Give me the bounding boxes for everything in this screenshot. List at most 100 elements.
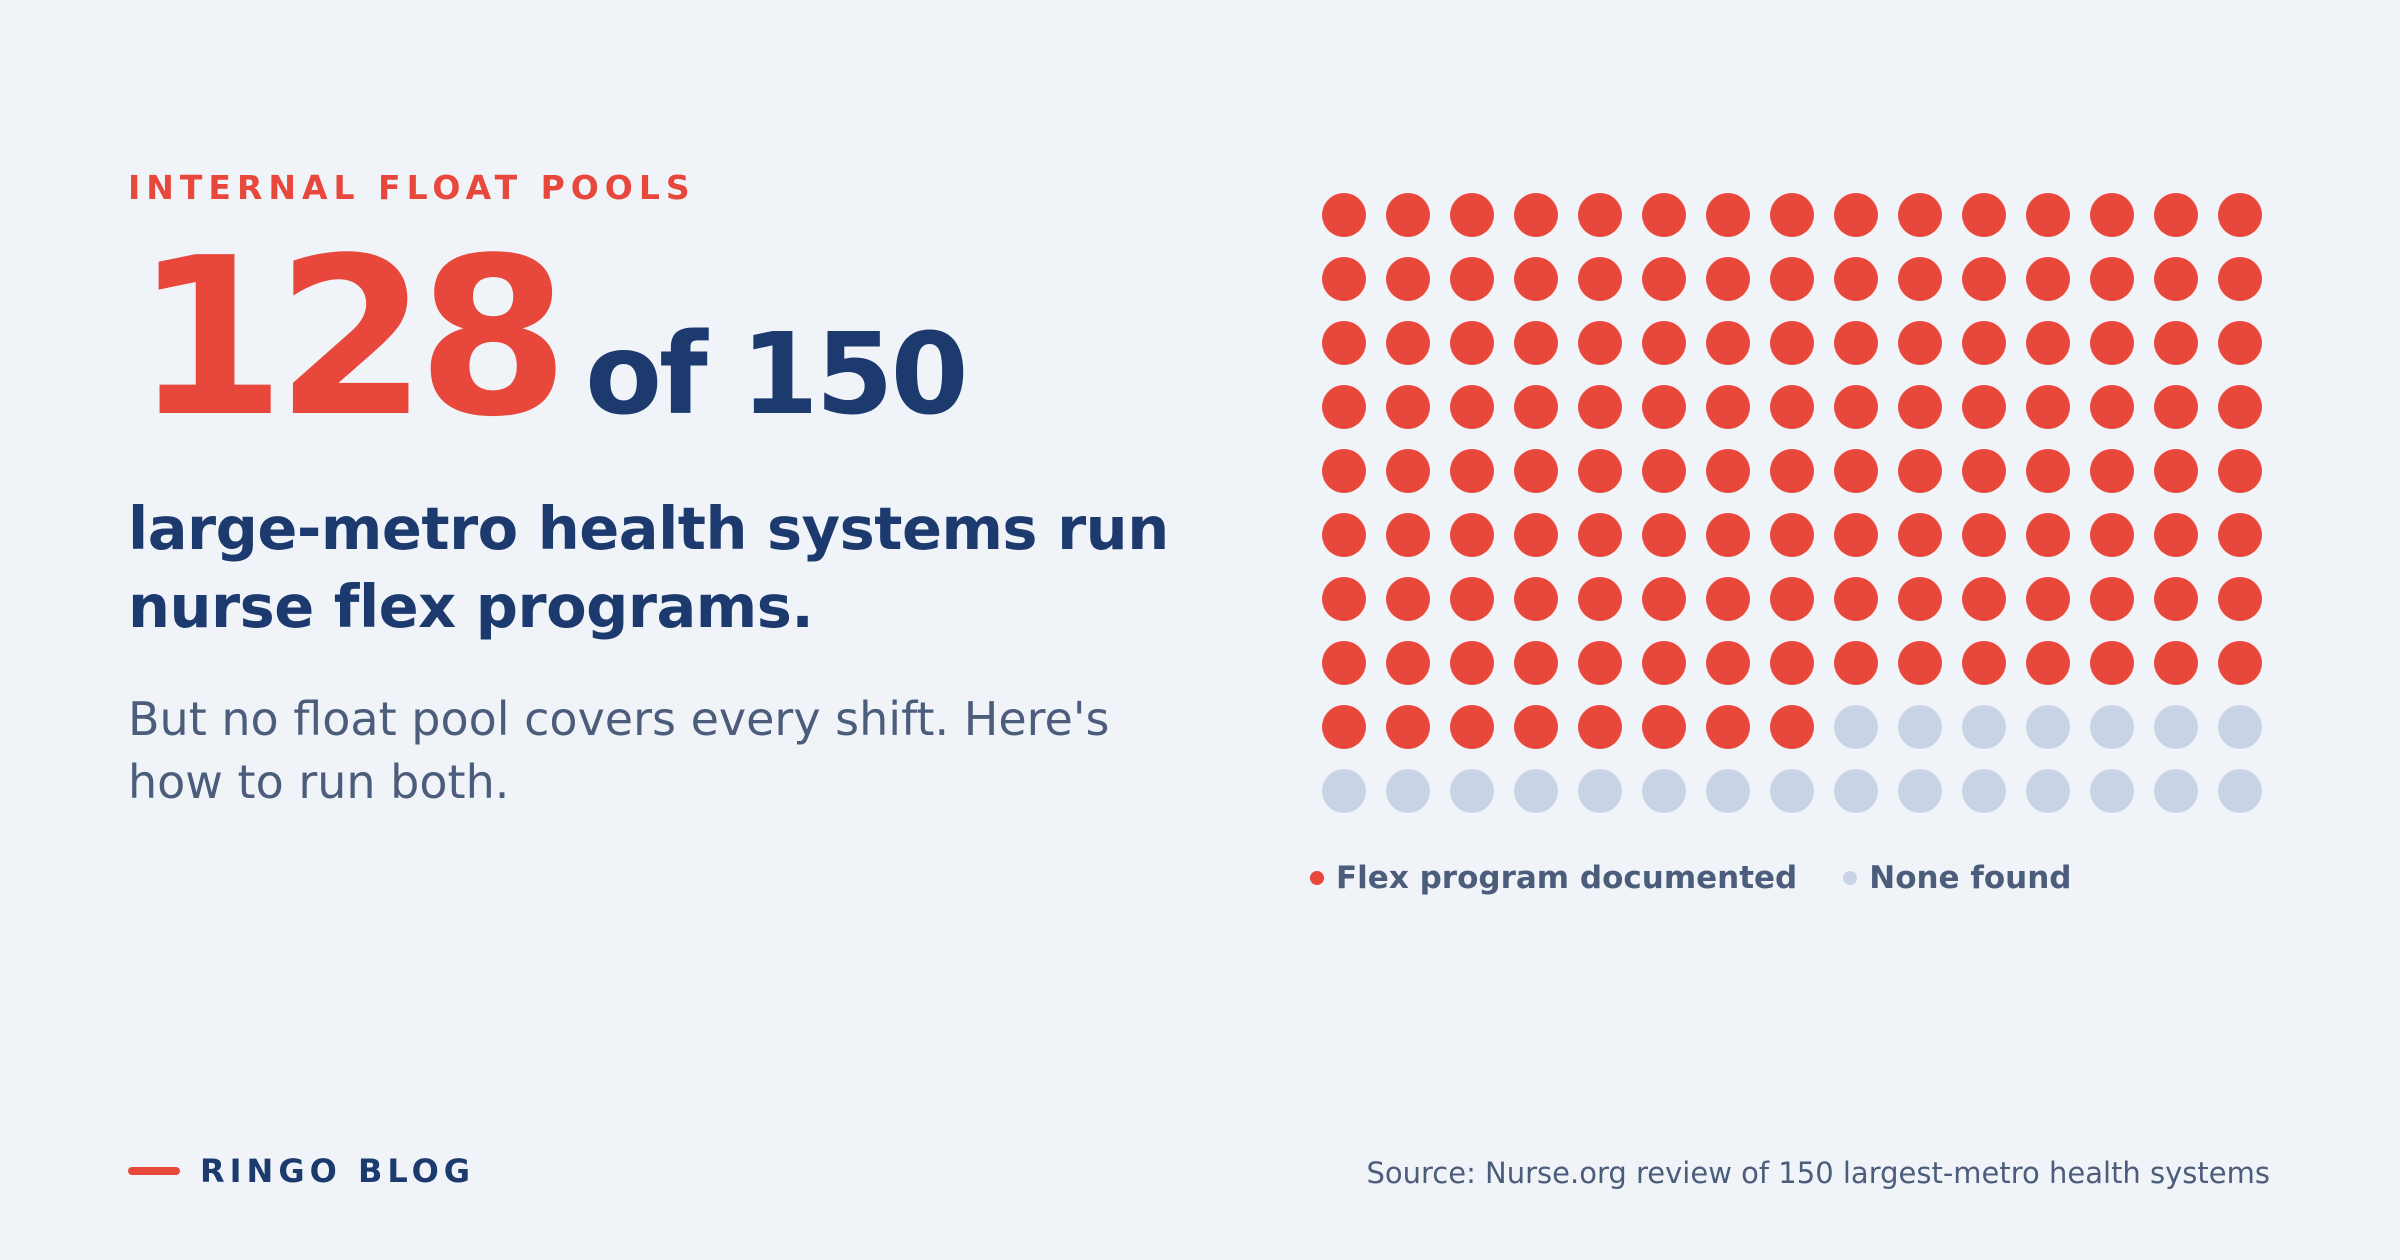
waffle-dot-documented	[1514, 321, 1558, 365]
waffle-dot-documented	[1514, 449, 1558, 493]
waffle-dot-documented	[1898, 641, 1942, 685]
waffle-dot-documented	[1962, 513, 2006, 557]
waffle-dot-documented	[1898, 513, 1942, 557]
waffle-dot-documented	[2218, 513, 2262, 557]
waffle-dot-none	[1962, 769, 2006, 813]
waffle-dot-documented	[1578, 449, 1622, 493]
waffle-dot-none	[2218, 705, 2262, 749]
waffle-dot-documented	[1962, 385, 2006, 429]
waffle-dot-documented	[1706, 577, 1750, 621]
waffle-dot-none	[1834, 705, 1878, 749]
waffle-dot-none	[1770, 769, 1814, 813]
chart-legend: Flex program documented None found	[1310, 860, 2072, 896]
waffle-dot-none	[1386, 769, 1430, 813]
waffle-dot-none	[1706, 769, 1750, 813]
waffle-dot-documented	[2026, 513, 2070, 557]
waffle-dot-documented	[1962, 321, 2006, 365]
waffle-dot-documented	[1962, 641, 2006, 685]
waffle-dot-documented	[1450, 641, 1494, 685]
waffle-dot-documented	[1322, 705, 1366, 749]
headline-stat: 128 of 150	[134, 212, 969, 465]
waffle-dot-documented	[1578, 193, 1622, 237]
waffle-dot-documented	[2218, 449, 2262, 493]
waffle-dot-documented	[2218, 385, 2262, 429]
waffle-dot-documented	[1450, 449, 1494, 493]
waffle-dot-documented	[1386, 385, 1430, 429]
waffle-dot-documented	[1898, 577, 1942, 621]
waffle-dot-documented	[1642, 705, 1686, 749]
waffle-dot-documented	[1898, 449, 1942, 493]
brand-name: RINGO BLOG	[200, 1152, 476, 1190]
waffle-dot-documented	[1450, 385, 1494, 429]
legend-item-none: None found	[1843, 860, 2072, 896]
waffle-dot-documented	[2154, 449, 2198, 493]
waffle-dot-documented	[1642, 577, 1686, 621]
waffle-dot-none	[2026, 769, 2070, 813]
legend-item-documented: Flex program documented	[1310, 860, 1797, 896]
waffle-dot-documented	[1642, 513, 1686, 557]
waffle-dot-documented	[1834, 257, 1878, 301]
waffle-dot-documented	[1578, 385, 1622, 429]
legend-label-none: None found	[1869, 860, 2072, 896]
waffle-dot-documented	[1706, 385, 1750, 429]
waffle-dot-documented	[1386, 641, 1430, 685]
waffle-dot-documented	[1770, 705, 1814, 749]
waffle-dot-documented	[2218, 321, 2262, 365]
waffle-dot-documented	[1386, 577, 1430, 621]
waffle-dot-documented	[2090, 321, 2134, 365]
waffle-dot-documented	[2026, 641, 2070, 685]
waffle-chart	[1322, 193, 2262, 813]
waffle-dot-documented	[1514, 385, 1558, 429]
waffle-dot-documented	[1386, 513, 1430, 557]
waffle-dot-documented	[2090, 193, 2134, 237]
headline: large-metro health systems run nurse fle…	[128, 494, 1169, 641]
waffle-dot-none	[2218, 769, 2262, 813]
stat-count: 128	[134, 212, 569, 465]
waffle-dot-documented	[1770, 577, 1814, 621]
waffle-dot-none	[2154, 705, 2198, 749]
waffle-dot-none	[1962, 705, 2006, 749]
waffle-dot-documented	[1642, 257, 1686, 301]
waffle-dot-none	[1898, 769, 1942, 813]
waffle-dot-documented	[1322, 513, 1366, 557]
waffle-dot-documented	[1706, 257, 1750, 301]
waffle-dot-documented	[1322, 449, 1366, 493]
brand-rule	[128, 1167, 180, 1175]
waffle-dot-documented	[1578, 641, 1622, 685]
waffle-dot-none	[1514, 769, 1558, 813]
waffle-dot-documented	[2154, 321, 2198, 365]
waffle-dot-documented	[2090, 385, 2134, 429]
legend-label-documented: Flex program documented	[1336, 860, 1798, 896]
waffle-dot-documented	[2026, 449, 2070, 493]
waffle-dot-none	[2090, 769, 2134, 813]
waffle-dot-documented	[1834, 641, 1878, 685]
waffle-dot-documented	[1642, 321, 1686, 365]
waffle-dot-documented	[1450, 193, 1494, 237]
waffle-dot-documented	[1450, 577, 1494, 621]
waffle-dot-documented	[1834, 193, 1878, 237]
waffle-dot-documented	[1514, 513, 1558, 557]
waffle-dot-documented	[2090, 577, 2134, 621]
waffle-dot-documented	[1706, 193, 1750, 237]
legend-dot-documented	[1310, 871, 1324, 885]
waffle-dot-none	[1898, 705, 1942, 749]
waffle-dot-none	[1322, 769, 1366, 813]
waffle-dot-documented	[1514, 577, 1558, 621]
waffle-dot-documented	[1898, 257, 1942, 301]
waffle-dot-documented	[1898, 321, 1942, 365]
waffle-dot-documented	[1770, 385, 1814, 429]
stat-of-total: of 150	[585, 310, 968, 440]
waffle-dot-documented	[1706, 449, 1750, 493]
waffle-dot-documented	[1386, 257, 1430, 301]
waffle-dot-documented	[2026, 321, 2070, 365]
waffle-dot-documented	[2218, 193, 2262, 237]
waffle-dot-documented	[1642, 449, 1686, 493]
waffle-dot-documented	[1322, 577, 1366, 621]
waffle-dot-documented	[2090, 641, 2134, 685]
waffle-dot-documented	[1578, 577, 1622, 621]
waffle-dot-none	[1642, 769, 1686, 813]
waffle-dot-documented	[1386, 449, 1430, 493]
waffle-dot-documented	[1642, 641, 1686, 685]
waffle-dot-documented	[1834, 449, 1878, 493]
waffle-dot-documented	[1898, 385, 1942, 429]
